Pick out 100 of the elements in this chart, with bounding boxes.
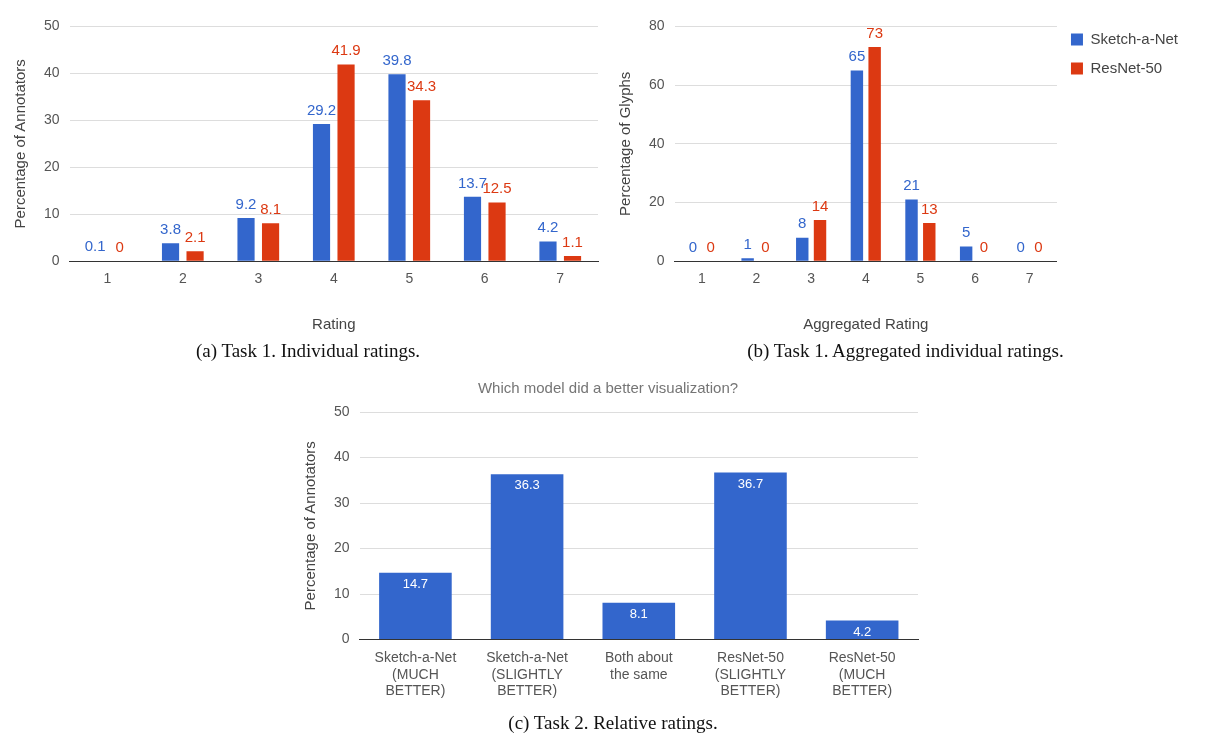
data-label: 0: [979, 237, 989, 255]
y-tick-label: 50: [43, 17, 60, 34]
text: (b) Task 1. Aggregated individual ratings.: [746, 340, 1065, 362]
x-tick-label: Sketch-a-Net (MUCH BETTER): [374, 648, 457, 699]
y-axis-title: Percentage of Annotators: [11, 59, 29, 229]
data-label: 1.1: [562, 232, 583, 250]
y-tick-label: 40: [333, 448, 350, 465]
x-tick-label: 2: [178, 270, 187, 287]
bar: [412, 100, 431, 261]
data-label: 29.2: [306, 100, 337, 118]
x-tick-label: 3: [807, 270, 816, 287]
y-tick-label: 10: [333, 584, 350, 601]
x-axis-title: Aggregated Rating: [803, 315, 929, 333]
data-label: 4.2: [853, 623, 872, 639]
bar: [237, 218, 255, 261]
data-label: 9.2: [235, 194, 257, 212]
x-axis-title: Rating: [312, 315, 356, 333]
x-tick-label: 4: [861, 270, 870, 287]
data-label: 73: [866, 23, 883, 41]
x-tick-label: 4: [329, 270, 338, 287]
bar: [825, 620, 899, 640]
data-label: 0: [761, 237, 770, 255]
bar: [959, 246, 973, 261]
chart-title: Which model did a better visualization?: [477, 379, 739, 397]
bar: [905, 199, 918, 261]
x-tick-label: 5: [405, 270, 414, 287]
data-label: 0: [1034, 237, 1043, 255]
y-axis-title: Percentage of Annotators: [301, 441, 319, 611]
bar: [602, 602, 676, 640]
x-tick-label: 3: [254, 270, 263, 287]
data-label: 14.7: [402, 575, 429, 591]
bar: [261, 223, 280, 261]
data-label: 14: [811, 196, 829, 214]
x-tick-label: 1: [103, 270, 112, 287]
x-tick-label: ResNet-50 (SLIGHTLY BETTER): [714, 648, 787, 699]
bar: [337, 64, 355, 261]
data-label: 8.1: [629, 605, 648, 621]
bar: [850, 70, 864, 261]
y-tick-label: 40: [43, 64, 60, 81]
x-tick-label: 2: [752, 270, 761, 287]
legend-label: Sketch-a-Net: [1090, 29, 1179, 47]
data-label: 4.2: [537, 218, 559, 236]
data-label: 34.3: [406, 76, 437, 94]
x-tick-label: 7: [1025, 270, 1034, 287]
x-tick-label: 1: [697, 270, 706, 287]
y-tick-label: 30: [43, 111, 60, 128]
data-label: 36.3: [514, 477, 540, 493]
data-label: 36.7: [737, 475, 764, 491]
data-label: 5: [961, 223, 971, 241]
y-tick-label: 20: [648, 193, 665, 210]
y-tick-label: 10: [43, 205, 60, 222]
x-tick-label: 6: [971, 270, 980, 287]
data-label: 39.8: [382, 50, 412, 68]
y-tick-label: 0: [51, 252, 60, 269]
data-label: 21: [903, 176, 920, 194]
data-label: 65: [848, 47, 866, 65]
bar: [186, 251, 204, 261]
y-tick-label: 60: [648, 75, 665, 92]
y-tick-label: 40: [648, 134, 665, 151]
data-label: 0: [1016, 237, 1025, 255]
data-label: 8: [798, 214, 807, 232]
y-tick-label: 20: [333, 539, 350, 556]
bar: [741, 258, 754, 261]
y-tick-label: 50: [333, 402, 350, 419]
y-tick-label: 30: [333, 493, 350, 510]
y-axis-title: Percentage of Glyphs: [616, 71, 634, 216]
bar: [539, 241, 557, 261]
bar: [813, 220, 827, 261]
y-tick-label: 80: [648, 17, 665, 34]
data-label: 13: [920, 199, 938, 217]
y-tick-label: 0: [656, 252, 665, 269]
data-label: 8.1: [260, 199, 281, 217]
bar: [463, 196, 482, 261]
bar: [868, 46, 881, 261]
data-label: 2.1: [184, 227, 206, 245]
y-tick-label: 0: [341, 630, 350, 647]
bar: [379, 572, 452, 640]
x-tick-label: 6: [480, 270, 489, 287]
data-label: 1: [743, 234, 752, 252]
data-label: 0: [706, 237, 715, 255]
bar: [563, 256, 582, 261]
bar: [312, 124, 331, 261]
data-label: 0: [688, 237, 698, 255]
x-tick-label: ResNet-50 (MUCH BETTER): [828, 648, 896, 699]
bar: [490, 474, 564, 640]
x-tick-label: 5: [916, 270, 925, 287]
data-label: 41.9: [331, 41, 361, 59]
data-label: 3.8: [160, 220, 181, 237]
y-tick-label: 20: [43, 158, 60, 175]
bar: [388, 74, 406, 261]
legend-label: ResNet-50: [1090, 58, 1163, 76]
data-label: 0: [115, 237, 124, 255]
bar: [796, 237, 809, 261]
x-tick-label: Both about the same: [604, 648, 673, 682]
bar: [161, 243, 180, 261]
text: (a) Task 1. Individual ratings.: [194, 340, 422, 362]
bar: [488, 202, 506, 261]
bar: [714, 472, 787, 640]
x-tick-label: 7: [556, 270, 565, 287]
text: (c) Task 2. Relative ratings.: [507, 712, 719, 734]
